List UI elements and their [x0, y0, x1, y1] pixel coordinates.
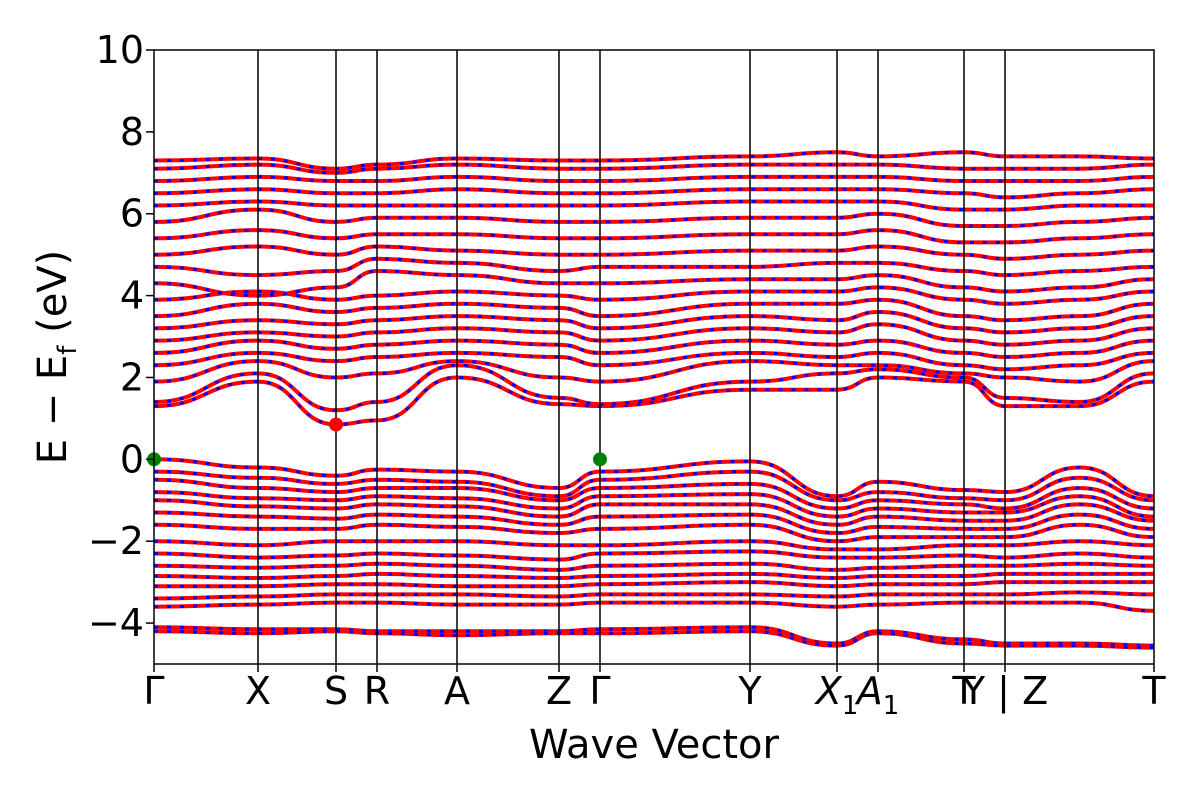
- x-tick-label-11: Y | Z: [961, 669, 1048, 714]
- x-tick-label-6: Γ: [589, 669, 610, 713]
- x-tick-label-9: A1: [854, 669, 900, 721]
- conduction-band-5-spin-up: [153, 322, 1155, 347]
- valence-band-12-spin-up: [153, 590, 1155, 601]
- conduction-band-15-spin-up: [153, 187, 1155, 200]
- bands-layer: [153, 150, 1155, 650]
- conduction-band-13-spin-up: [153, 207, 1155, 228]
- valence-band-4-spin-down: [153, 498, 1155, 527]
- y-axis-title: E − Ef (eV): [30, 250, 83, 465]
- extremum-marker-1: [593, 452, 607, 467]
- y-tick-label-2: 6: [120, 192, 144, 236]
- x-tick-label-4: A: [444, 669, 470, 713]
- plot-frame: [153, 49, 1155, 665]
- x-tick-label-1: X: [245, 669, 271, 713]
- valence-band-8-spin-up: [153, 549, 1155, 562]
- conduction-band-10-spin-up: [153, 256, 1155, 278]
- valence-band-9-spin-up: [153, 561, 1155, 572]
- valence-band-6-spin-down: [153, 523, 1155, 543]
- x-tick-label-2: S: [324, 669, 348, 713]
- y-tick-label-7: −4: [88, 601, 144, 645]
- valence-band-13-spin-down: [153, 601, 1155, 613]
- valence-band-5-spin-down: [153, 511, 1155, 535]
- conduction-band-16-spin-up: [153, 174, 1155, 184]
- valence-band-10-spin-up: [153, 571, 1154, 581]
- y-axis-title-main: E − E: [30, 355, 76, 465]
- x-tick-label-5: Z: [546, 669, 572, 713]
- y-tick-label-5: 0: [120, 437, 144, 481]
- x-tick-label-3: R: [364, 669, 390, 713]
- valence-band-13-spin-up: [153, 600, 1155, 613]
- y-axis-title-unit: (eV): [30, 250, 76, 346]
- x-tick-label-12: T: [1141, 669, 1166, 713]
- valence-band-14-spin-up: [153, 625, 1155, 648]
- x-tick-label-10: T: [951, 669, 976, 713]
- valence-band-15-spin-up: [153, 629, 1155, 650]
- y-axis-ticks: 10 8 6 4 2 0 −2 −4: [88, 28, 154, 645]
- conduction-band-11-spin-up: [153, 244, 1155, 261]
- valence-band-3-spin-down: [153, 490, 1155, 519]
- y-axis-title-sub: f: [53, 345, 83, 355]
- y-tick-label-4: 2: [120, 355, 144, 399]
- x-tick-label-0: Γ: [143, 669, 164, 713]
- y-tick-label-6: −2: [88, 519, 144, 563]
- conduction-band-0-spin-up: [153, 375, 1155, 427]
- extremum-marker-2: [329, 417, 343, 432]
- conduction-band-0-spin-down: [153, 375, 1155, 427]
- conduction-band-14-spin-up: [153, 199, 1154, 212]
- y-tick-label-1: 8: [120, 110, 144, 154]
- valence-band-11-spin-up: [154, 580, 1154, 589]
- x-tick-label-8: X1: [814, 669, 859, 721]
- valence-band-15-spin-down: [153, 629, 1155, 650]
- x-tick-label-7: Y: [737, 669, 762, 713]
- conduction-band-12-spin-up: [153, 228, 1155, 245]
- valence-band-7-spin-up: [153, 539, 1155, 552]
- y-tick-label-0: 10: [96, 28, 144, 72]
- y-tick-label-3: 4: [120, 274, 144, 318]
- x-axis-title: Wave Vector: [529, 722, 780, 768]
- high-symmetry-lines: [257, 50, 1006, 664]
